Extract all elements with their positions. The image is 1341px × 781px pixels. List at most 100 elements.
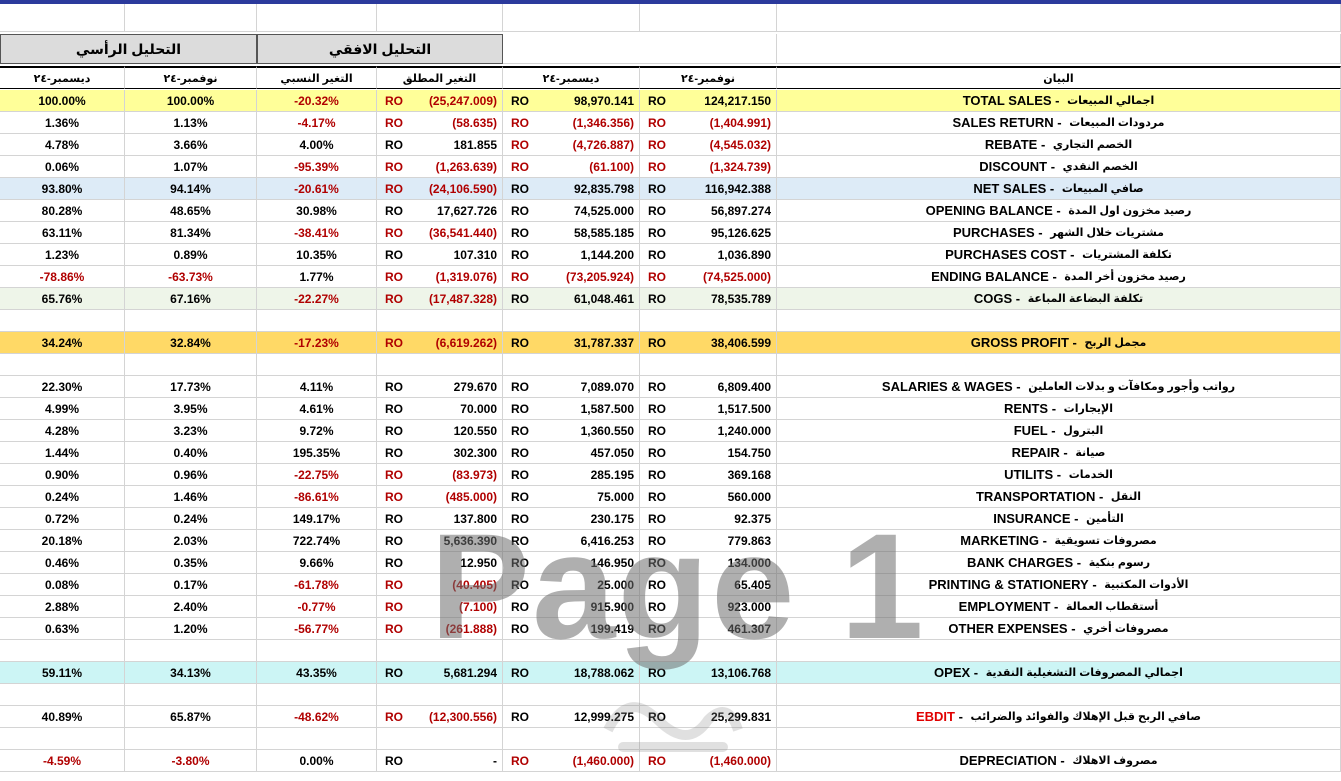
dec-amount-cell[interactable]: RO 285.195 (503, 464, 640, 486)
dec-amount-cell[interactable]: RO 199.419 (503, 618, 640, 640)
statement-cell[interactable]: GROSS PROFIT - مجمل الربح (777, 332, 1341, 354)
relative-change-cell[interactable]: -61.78% (257, 574, 377, 596)
vertical-dec-cell[interactable]: 59.11% (0, 662, 125, 684)
statement-cell[interactable]: REBATE - الخصم التجاري (777, 134, 1341, 156)
dec-amount-cell[interactable]: RO (61.100) (503, 156, 640, 178)
dec-amount-cell[interactable]: RO 12,999.275 (503, 706, 640, 728)
cell[interactable] (503, 354, 640, 376)
col-header-nov[interactable]: نوفمبر-٢٤ (640, 66, 777, 89)
nov-amount-cell[interactable]: RO 78,535.789 (640, 288, 777, 310)
vertical-nov-cell[interactable]: 0.89% (125, 244, 257, 266)
cell[interactable] (503, 34, 777, 64)
statement-cell[interactable]: BANK CHARGES - رسوم بنكية (777, 552, 1341, 574)
vertical-dec-cell[interactable]: 4.99% (0, 398, 125, 420)
relative-change-cell[interactable]: -20.32% (257, 90, 377, 112)
statement-cell[interactable]: INSURANCE - التأمين (777, 508, 1341, 530)
cell[interactable] (640, 684, 777, 706)
statement-cell[interactable]: OTHER EXPENSES - مصروفات أخري (777, 618, 1341, 640)
statement-cell[interactable]: FUEL - البترول (777, 420, 1341, 442)
statement-cell[interactable]: PURCHASES - مشتريات خلال الشهر (777, 222, 1341, 244)
absolute-change-cell[interactable]: RO (24,106.590) (377, 178, 503, 200)
nov-amount-cell[interactable]: RO 560.000 (640, 486, 777, 508)
cell[interactable] (377, 640, 503, 662)
vertical-dec-cell[interactable]: 22.30% (0, 376, 125, 398)
cell[interactable] (377, 354, 503, 376)
vertical-dec-cell[interactable]: 0.72% (0, 508, 125, 530)
absolute-change-cell[interactable]: RO 120.550 (377, 420, 503, 442)
nov-amount-cell[interactable]: RO 124,217.150 (640, 90, 777, 112)
vertical-nov-cell[interactable]: 0.24% (125, 508, 257, 530)
relative-change-cell[interactable]: 10.35% (257, 244, 377, 266)
relative-change-cell[interactable]: -38.41% (257, 222, 377, 244)
vertical-nov-cell[interactable]: 17.73% (125, 376, 257, 398)
dec-amount-cell[interactable]: RO 74,525.000 (503, 200, 640, 222)
vertical-dec-cell[interactable]: 4.78% (0, 134, 125, 156)
vertical-dec-cell[interactable]: 100.00% (0, 90, 125, 112)
vertical-nov-cell[interactable]: 100.00% (125, 90, 257, 112)
vertical-nov-cell[interactable]: 0.96% (125, 464, 257, 486)
vertical-dec-cell[interactable]: 0.90% (0, 464, 125, 486)
vertical-dec-cell[interactable]: -4.59% (0, 750, 125, 772)
col-header-relative-change[interactable]: التغير النسبي (257, 66, 377, 89)
statement-cell[interactable]: REPAIR - صيانة (777, 442, 1341, 464)
cell[interactable] (503, 684, 640, 706)
vertical-dec-cell[interactable]: 4.28% (0, 420, 125, 442)
absolute-change-cell[interactable]: RO 17,627.726 (377, 200, 503, 222)
dec-amount-cell[interactable]: RO 230.175 (503, 508, 640, 530)
vertical-nov-cell[interactable]: 94.14% (125, 178, 257, 200)
dec-amount-cell[interactable]: RO (1,346.356) (503, 112, 640, 134)
absolute-change-cell[interactable]: RO 70.000 (377, 398, 503, 420)
nov-amount-cell[interactable]: RO 154.750 (640, 442, 777, 464)
dec-amount-cell[interactable]: RO 58,585.185 (503, 222, 640, 244)
relative-change-cell[interactable]: -22.27% (257, 288, 377, 310)
nov-amount-cell[interactable]: RO (74,525.000) (640, 266, 777, 288)
statement-cell[interactable]: OPEX - اجمالي المصروفات التشغيلية النقدي… (777, 662, 1341, 684)
relative-change-cell[interactable]: -4.17% (257, 112, 377, 134)
cell[interactable] (640, 728, 777, 750)
col-header-dec-vertical[interactable]: ديسمبر-٢٤ (0, 66, 125, 89)
cell[interactable] (503, 728, 640, 750)
relative-change-cell[interactable]: -17.23% (257, 332, 377, 354)
statement-cell[interactable]: TOTAL SALES - اجمالي المبيعات (777, 90, 1341, 112)
vertical-dec-cell[interactable]: 80.28% (0, 200, 125, 222)
cell[interactable] (257, 354, 377, 376)
dec-amount-cell[interactable]: RO 457.050 (503, 442, 640, 464)
statement-cell[interactable]: SALARIES & WAGES - رواتب وأجور ومكافآت و… (777, 376, 1341, 398)
vertical-nov-cell[interactable]: 3.66% (125, 134, 257, 156)
dec-amount-cell[interactable]: RO 915.900 (503, 596, 640, 618)
vertical-nov-cell[interactable]: 48.65% (125, 200, 257, 222)
vertical-dec-cell[interactable]: 1.23% (0, 244, 125, 266)
col-header-statement[interactable]: البيان (777, 66, 1341, 89)
vertical-nov-cell[interactable]: -63.73% (125, 266, 257, 288)
relative-change-cell[interactable]: 30.98% (257, 200, 377, 222)
vertical-nov-cell[interactable]: 2.03% (125, 530, 257, 552)
nov-amount-cell[interactable]: RO 369.168 (640, 464, 777, 486)
cell[interactable] (125, 684, 257, 706)
vertical-nov-cell[interactable]: 65.87% (125, 706, 257, 728)
absolute-change-cell[interactable]: RO (25,247.009) (377, 90, 503, 112)
vertical-nov-cell[interactable]: 32.84% (125, 332, 257, 354)
nov-amount-cell[interactable]: RO 13,106.768 (640, 662, 777, 684)
statement-cell[interactable]: SALES RETURN - مردودات المبيعات (777, 112, 1341, 134)
relative-change-cell[interactable]: 9.66% (257, 552, 377, 574)
cell[interactable] (125, 310, 257, 332)
vertical-dec-cell[interactable]: 0.63% (0, 618, 125, 640)
absolute-change-cell[interactable]: RO 12.950 (377, 552, 503, 574)
cell[interactable] (125, 728, 257, 750)
absolute-change-cell[interactable]: RO 137.800 (377, 508, 503, 530)
col-header-absolute-change[interactable]: التغير المطلق (377, 66, 503, 89)
relative-change-cell[interactable]: 4.00% (257, 134, 377, 156)
vertical-dec-cell[interactable]: 1.44% (0, 442, 125, 464)
cell[interactable] (377, 4, 503, 32)
absolute-change-cell[interactable]: RO (485.000) (377, 486, 503, 508)
horizontal-analysis-header[interactable]: التحليل الافقي (257, 34, 503, 64)
vertical-dec-cell[interactable]: 63.11% (0, 222, 125, 244)
dec-amount-cell[interactable]: RO 6,416.253 (503, 530, 640, 552)
statement-cell[interactable]: COGS - تكلفة البضاعة المباعة (777, 288, 1341, 310)
nov-amount-cell[interactable]: RO 56,897.274 (640, 200, 777, 222)
cell[interactable] (0, 310, 125, 332)
statement-cell[interactable]: UTILITS - الخدمات (777, 464, 1341, 486)
nov-amount-cell[interactable]: RO (1,324.739) (640, 156, 777, 178)
relative-change-cell[interactable]: 722.74% (257, 530, 377, 552)
col-header-dec[interactable]: ديسمبر-٢٤ (503, 66, 640, 89)
